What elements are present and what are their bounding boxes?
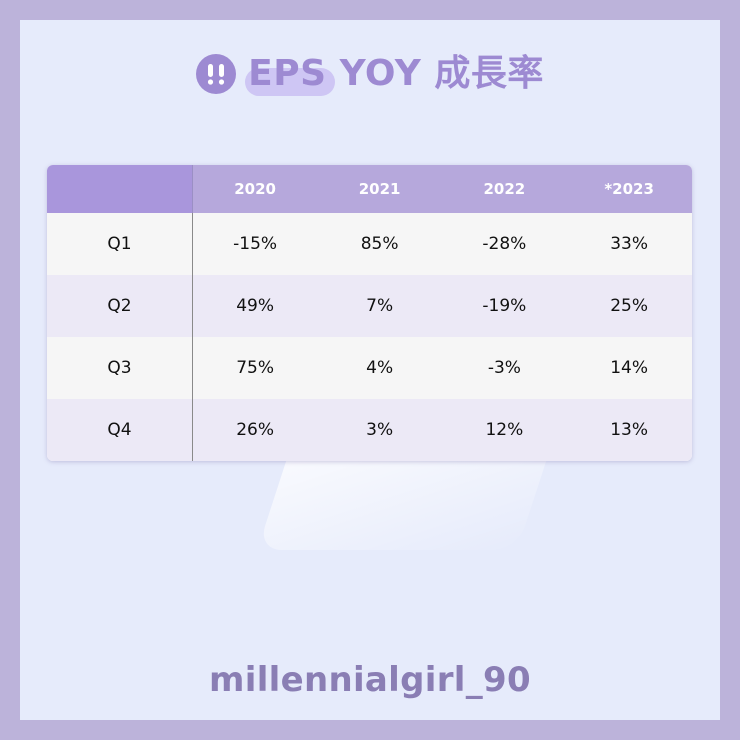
table-cell: -15% (192, 213, 318, 275)
table-row: Q2 49% 7% -19% 25% (47, 275, 692, 337)
table-cell: 85% (317, 213, 442, 275)
table-cell: -28% (442, 213, 567, 275)
table-cell: 14% (566, 337, 692, 399)
eps-table-card: 2020 2021 2022 *2023 Q1 -15% 85% -28% 33… (47, 165, 692, 461)
table-corner-cell (47, 165, 193, 213)
table-cell: 4% (317, 337, 442, 399)
eps-table: 2020 2021 2022 *2023 Q1 -15% 85% -28% 33… (47, 165, 692, 461)
table-row: Q1 -15% 85% -28% 33% (47, 213, 692, 275)
row-header: Q2 (47, 275, 193, 337)
row-header: Q1 (47, 213, 193, 275)
column-header: 2020 (192, 165, 318, 213)
table-cell: -3% (442, 337, 567, 399)
title-highlight (245, 68, 335, 96)
footer-handle: millennialgirl_90 (209, 660, 531, 700)
table-cell: 7% (317, 275, 442, 337)
row-header: Q4 (47, 399, 193, 461)
table-cell: 75% (192, 337, 318, 399)
table-cell: 25% (566, 275, 692, 337)
table-cell: -19% (442, 275, 567, 337)
table-cell: 3% (317, 399, 442, 461)
table-row: Q3 75% 4% -3% 14% (47, 337, 692, 399)
row-header: Q3 (47, 337, 193, 399)
column-header: *2023 (566, 165, 692, 213)
exclamation-icon (196, 54, 237, 94)
page-title: EPS YOY 成長率 (248, 53, 544, 94)
title-row: EPS YOY 成長率 (20, 44, 720, 104)
table-cell: 33% (566, 213, 692, 275)
table-cell: 49% (192, 275, 318, 337)
column-header: 2021 (317, 165, 442, 213)
poster-frame: EPS YOY 成長率 2020 2021 2022 *2023 Q1 -15%… (20, 20, 720, 720)
column-header: 2022 (442, 165, 567, 213)
table-header-row: 2020 2021 2022 *2023 (47, 165, 692, 213)
table-row: Q4 26% 3% 12% 13% (47, 399, 692, 461)
table-cell: 12% (442, 399, 567, 461)
table-cell: 13% (566, 399, 692, 461)
table-cell: 26% (192, 399, 318, 461)
